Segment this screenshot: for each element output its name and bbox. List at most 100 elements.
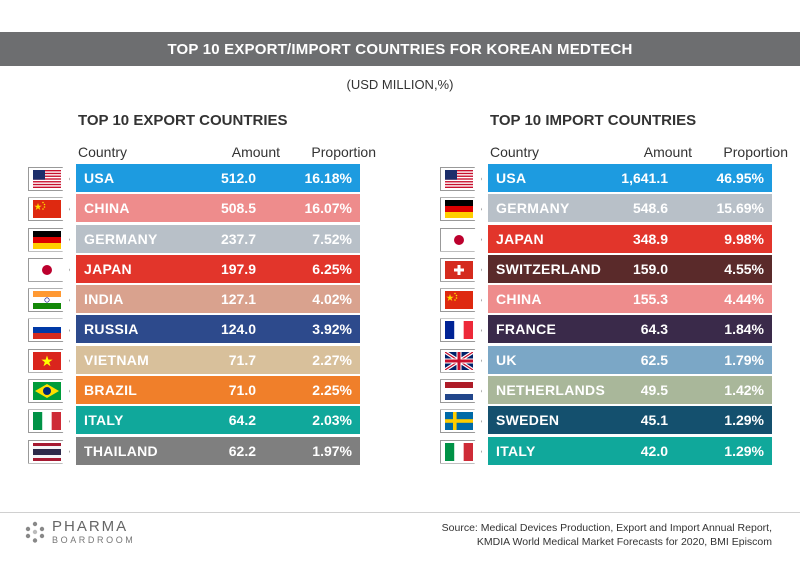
- flag-vietnam-icon-tag: [28, 348, 70, 373]
- export-proportion-cell: 7.52%: [312, 230, 352, 247]
- import-proportion-cell: 1.29%: [724, 412, 764, 429]
- pharma-boardroom-logo: PHARMA BOARDROOM: [24, 519, 135, 545]
- export-country-cell: THAILAND: [84, 442, 158, 459]
- flag-china-icon-tag: [440, 288, 482, 313]
- import-table-row: GERMANY 548.6 15.69%: [440, 194, 780, 224]
- import-proportion-cell: 4.44%: [724, 291, 764, 308]
- import-row-bar: CHINA 155.3 4.44%: [488, 285, 772, 315]
- logo-line1: PHARMA: [52, 518, 129, 535]
- import-table-row: FRANCE 64.3 1.84%: [440, 315, 780, 345]
- flag-china-icon: [445, 291, 473, 310]
- export-table-row: GERMANY 237.7 7.52%: [28, 224, 368, 255]
- export-country-cell: INDIA: [84, 291, 124, 308]
- export-table-row: JAPAN 197.9 6.25%: [28, 254, 368, 285]
- import-proportion-cell: 15.69%: [716, 200, 764, 217]
- export-row-bar: ITALY 64.2 2.03%: [76, 406, 360, 436]
- export-row-bar: RUSSIA 124.0 3.92%: [76, 315, 360, 345]
- import-row-bar: USA 1,641.1 46.95%: [488, 164, 772, 193]
- flag-france-icon: [445, 321, 473, 340]
- import-country-cell: SWEDEN: [496, 412, 560, 429]
- import-proportion-cell: 1.84%: [724, 321, 764, 338]
- flag-usa-icon: [445, 170, 473, 188]
- export-country-cell: RUSSIA: [84, 321, 139, 338]
- flag-india-icon: [33, 291, 61, 310]
- import-table-row: CHINA 155.3 4.44%: [440, 285, 780, 315]
- flag-netherlands-icon-tag: [440, 379, 482, 404]
- export-proportion-cell: 2.03%: [312, 412, 352, 429]
- export-amount-cell: 127.1: [220, 291, 256, 308]
- flag-india-icon-tag: [28, 288, 70, 313]
- import-amount-cell: 42.0: [640, 442, 668, 459]
- import-row-bar: SWEDEN 45.1 1.29%: [488, 406, 772, 436]
- export-table-row: VIETNAM 71.7 2.27%: [28, 345, 368, 376]
- export-col-amount: Amount: [231, 144, 280, 160]
- import-table-row: USA 1,641.1 46.95%: [440, 164, 780, 194]
- flag-netherlands-icon: [445, 382, 473, 401]
- export-row-bar: CHINA 508.5 16.07%: [76, 194, 360, 224]
- import-country-cell: CHINA: [496, 291, 542, 308]
- import-amount-cell: 45.1: [640, 412, 668, 429]
- export-table-row: INDIA 127.1 4.02%: [28, 285, 368, 315]
- flag-thailand-icon: [33, 442, 61, 461]
- export-amount-cell: 237.7: [220, 230, 256, 247]
- import-amount-cell: 548.6: [632, 200, 668, 217]
- import-rows: USA 1,641.1 46.95% GERMANY 548.6 15.69% JAPAN 3…: [440, 164, 780, 467]
- export-amount-cell: 197.9: [220, 260, 256, 277]
- source-line1: Source: Medical Devices Production, Expo…: [441, 522, 772, 534]
- import-row-bar: NETHERLANDS 49.5 1.42%: [488, 376, 772, 406]
- import-row-bar: ITALY 42.0 1.29%: [488, 436, 772, 466]
- export-row-bar: VIETNAM 71.7 2.27%: [76, 345, 360, 375]
- import-proportion-cell: 9.98%: [724, 230, 764, 247]
- flag-usa-icon-tag: [440, 167, 482, 191]
- flag-usa-icon: [33, 170, 61, 188]
- export-amount-cell: 512.0: [220, 170, 256, 186]
- flag-thailand-icon-tag: [28, 439, 70, 464]
- import-proportion-cell: 4.55%: [724, 260, 764, 277]
- flag-japan-icon: [445, 230, 473, 249]
- import-country-cell: NETHERLANDS: [496, 382, 606, 399]
- flag-italy-icon-tag: [440, 439, 482, 464]
- export-table-row: RUSSIA 124.0 3.92%: [28, 315, 368, 345]
- export-col-proportion: Proportion: [311, 144, 376, 160]
- flag-sweden-icon: [445, 412, 473, 431]
- flag-germany-icon-tag: [440, 197, 482, 222]
- export-row-bar: INDIA 127.1 4.02%: [76, 285, 360, 315]
- export-proportion-cell: 3.92%: [312, 321, 352, 338]
- pharma-boardroom-logo-icon: [25, 521, 45, 543]
- import-table-row: NETHERLANDS 49.5 1.42%: [440, 376, 780, 406]
- import-proportion-cell: 1.29%: [724, 442, 764, 459]
- export-amount-cell: 508.5: [220, 200, 256, 217]
- import-amount-cell: 155.3: [632, 291, 668, 308]
- import-proportion-cell: 46.95%: [716, 170, 764, 186]
- import-table-row: UK 62.5 1.79%: [440, 345, 780, 376]
- flag-china-icon: [33, 200, 61, 219]
- export-row-bar: BRAZIL 71.0 2.25%: [76, 376, 360, 406]
- flag-sweden-icon-tag: [440, 409, 482, 434]
- export-row-bar: USA 512.0 16.18%: [76, 164, 360, 193]
- import-row-bar: FRANCE 64.3 1.84%: [488, 315, 772, 345]
- flag-italy-icon: [33, 412, 61, 431]
- flag-russia-icon-tag: [28, 318, 70, 343]
- source-line2: KMDIA World Medical Market Forecasts for…: [476, 536, 772, 548]
- flag-japan-icon-tag: [440, 227, 482, 252]
- export-table-row: USA 512.0 16.18%: [28, 164, 368, 194]
- flag-usa-icon-tag: [28, 167, 70, 191]
- export-proportion-cell: 1.97%: [312, 442, 352, 459]
- import-country-cell: ITALY: [496, 442, 536, 459]
- export-amount-cell: 124.0: [220, 321, 256, 338]
- export-country-cell: VIETNAM: [84, 351, 150, 368]
- flag-germany-icon-tag: [28, 227, 70, 252]
- import-col-proportion: Proportion: [723, 144, 788, 160]
- logo-line2: BOARDROOM: [52, 535, 136, 545]
- flag-vietnam-icon: [33, 351, 61, 370]
- flag-china-icon-tag: [28, 197, 70, 222]
- import-country-cell: SWITZERLAND: [496, 260, 602, 277]
- export-table-row: CHINA 508.5 16.07%: [28, 194, 368, 224]
- import-table-row: JAPAN 348.9 9.98%: [440, 224, 780, 255]
- flag-france-icon-tag: [440, 318, 482, 343]
- import-row-bar: JAPAN 348.9 9.98%: [488, 224, 772, 254]
- export-country-cell: USA: [84, 170, 115, 186]
- chart-title: TOP 10 EXPORT/IMPORT COUNTRIES FOR KOREA…: [167, 40, 633, 58]
- export-table-row: BRAZIL 71.0 2.25%: [28, 376, 368, 406]
- flag-japan-icon: [33, 260, 61, 279]
